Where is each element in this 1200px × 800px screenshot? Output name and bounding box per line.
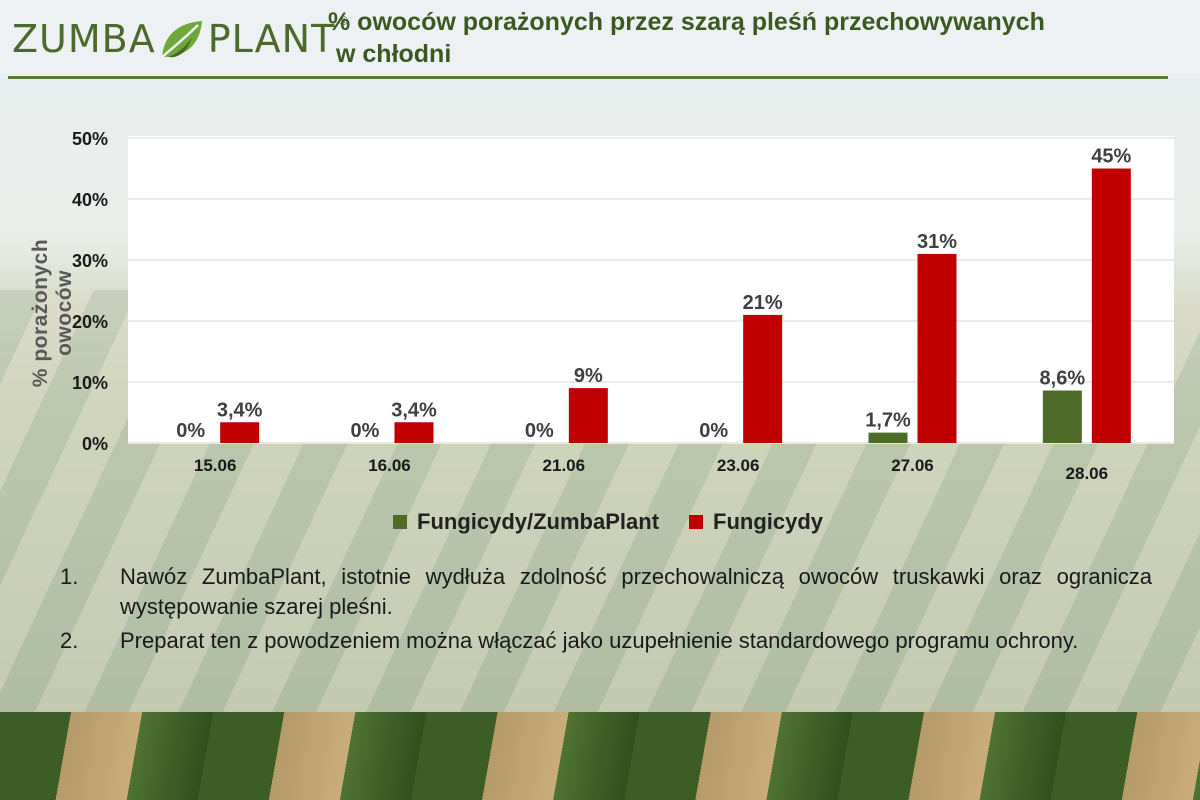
data-label: 0% bbox=[176, 420, 205, 442]
conclusion-number: 2. bbox=[60, 628, 79, 653]
data-label: 3,4% bbox=[391, 399, 437, 421]
y-tick-label: 40% bbox=[72, 190, 108, 210]
slide-header: ZUMBA PLANT ® % owoców porażonych przez … bbox=[0, 0, 1200, 78]
conclusion-item: 2. Preparat ten z powodzeniem można włąc… bbox=[60, 626, 1152, 656]
bar-fungicydy bbox=[220, 422, 260, 443]
data-label: 8,6% bbox=[1040, 368, 1086, 390]
title-line-1: % owoców porażonych przez szarą pleśń pr… bbox=[328, 8, 1045, 36]
legend-label-zumbaplant: Fungicydy/ZumbaPlant bbox=[417, 509, 660, 534]
legend-item-zumbaplant: Fungicydy/ZumbaPlant bbox=[393, 509, 659, 535]
bar-fungicydy bbox=[568, 388, 608, 443]
y-tick-label: 30% bbox=[72, 251, 108, 271]
leaf-icon bbox=[160, 21, 202, 58]
data-label: 9% bbox=[574, 365, 603, 387]
background-strawberry-strip bbox=[0, 712, 1200, 800]
title-line-2: w chłodni bbox=[336, 40, 452, 68]
x-tick-label: 28.06 bbox=[1066, 464, 1109, 483]
y-axis-label: % porażonych owoców bbox=[29, 238, 76, 388]
slide-title: % owoców porażonych przez szarą pleśń pr… bbox=[328, 6, 1188, 70]
registered-mark: ® bbox=[337, 14, 351, 28]
conclusion-item: 1. Nawóz ZumbaPlant, istotnie wydłuża zd… bbox=[60, 562, 1152, 622]
data-label: 1,7% bbox=[865, 410, 911, 432]
bar-fungicydy bbox=[917, 253, 957, 443]
data-label: 0% bbox=[351, 420, 380, 442]
y-tick-label: 0% bbox=[82, 434, 108, 454]
x-tick-label: 27.06 bbox=[891, 456, 934, 475]
conclusion-number: 1. bbox=[60, 564, 79, 589]
header-divider bbox=[8, 76, 1168, 79]
zumbaplant-logo: ZUMBA PLANT ® bbox=[12, 14, 350, 64]
data-label: 3,4% bbox=[217, 399, 263, 421]
data-label: 0% bbox=[525, 420, 554, 442]
bar-fungicydy bbox=[394, 422, 434, 443]
data-label: 31% bbox=[917, 231, 957, 253]
data-label: 0% bbox=[699, 420, 728, 442]
legend-label-fungicydy: Fungicydy bbox=[713, 509, 824, 534]
legend-swatch-red bbox=[689, 515, 704, 529]
x-tick-label: 16.06 bbox=[368, 456, 411, 475]
x-tick-label: 21.06 bbox=[543, 456, 586, 475]
bar-chart: 0% 10% 20% 30% 40% 50% 0% 3,4% 15.06 0% 3,4% 16.06 0… bbox=[72, 129, 1174, 483]
data-label: 21% bbox=[743, 292, 783, 314]
legend-item-fungicydy: Fungicydy bbox=[689, 509, 823, 535]
bar-fungicydy bbox=[1091, 168, 1131, 443]
y-tick-label: 20% bbox=[72, 312, 108, 332]
y-tick-label: 10% bbox=[72, 373, 108, 393]
conclusion-text: Nawóz ZumbaPlant, istotnie wydłuża zdoln… bbox=[120, 564, 1152, 619]
conclusion-text: Preparat ten z powodzeniem można włączać… bbox=[120, 628, 1079, 653]
bar-zumbaplant bbox=[868, 432, 908, 443]
chart-plot-area bbox=[128, 136, 1174, 444]
bar-zumbaplant bbox=[1042, 390, 1082, 443]
legend-swatch-green bbox=[393, 515, 407, 529]
x-tick-label: 23.06 bbox=[717, 456, 760, 475]
conclusions-list: 1. Nawóz ZumbaPlant, istotnie wydłuża zd… bbox=[60, 562, 1152, 660]
data-label: 45% bbox=[1091, 146, 1131, 168]
logo-text-left: ZUMBA bbox=[12, 17, 156, 61]
bar-fungicydy bbox=[743, 314, 783, 443]
logo-text-right: PLANT bbox=[207, 17, 336, 61]
x-tick-label: 15.06 bbox=[194, 456, 237, 475]
chart-legend: Fungicydy/ZumbaPlant Fungicydy bbox=[393, 506, 853, 538]
y-tick-label: 50% bbox=[72, 129, 108, 149]
